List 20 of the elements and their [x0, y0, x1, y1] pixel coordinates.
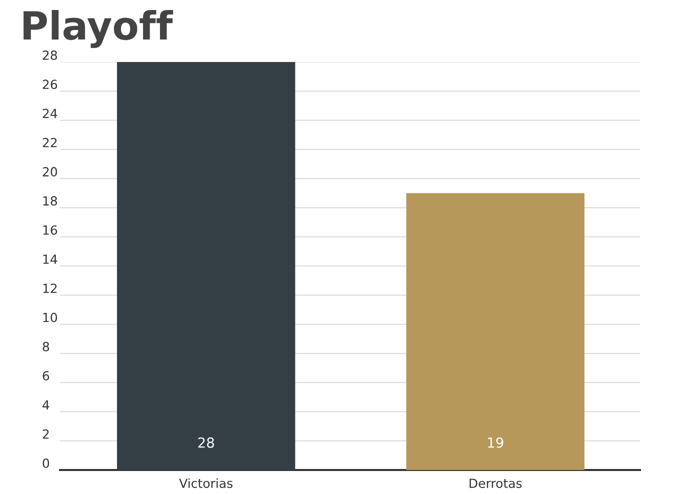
y-tick-label: 18 [43, 196, 57, 206]
chart-title: Playoff [24, 10, 174, 48]
x-tick-label: Victorias [179, 478, 232, 488]
x-tick-label: Derrotas [470, 478, 522, 488]
y-tick-label: 14 [43, 254, 58, 264]
y-tick-label: 16 [43, 225, 58, 235]
y-tick-label: 10 [43, 312, 58, 322]
y-tick-label: 12 [43, 284, 57, 293]
y-tick-label: 6 [42, 371, 50, 380]
y-tick-label: 2 [42, 429, 49, 439]
y-tick-label: 26 [42, 80, 58, 90]
data-label: 28 [198, 437, 214, 448]
y-tick-label: 24 [42, 108, 58, 118]
y-tick-label: 20 [42, 167, 58, 176]
y-tick-label: 4 [42, 400, 50, 410]
y-tick-label: 22 [42, 138, 57, 148]
y-tick-label: 28 [42, 50, 57, 60]
data-label: 19 [488, 437, 504, 448]
y-tick-label: 0 [42, 458, 50, 468]
y-tick-label: 8 [42, 342, 50, 352]
